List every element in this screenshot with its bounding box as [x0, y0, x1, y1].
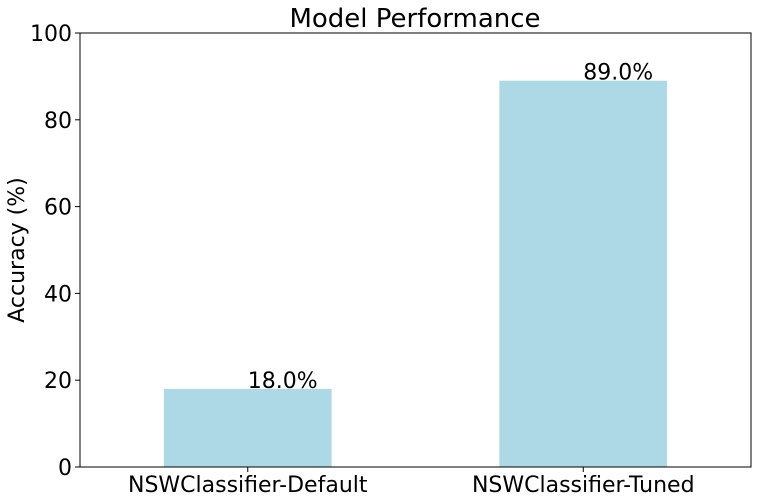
x-tick-label: NSWClassifier-Tuned: [472, 473, 695, 498]
y-tick-label: 80: [44, 109, 72, 134]
y-tick-label: 0: [58, 456, 72, 481]
y-tick-label: 100: [30, 22, 72, 47]
data-labels-group: 18.0% 89.0%: [248, 61, 653, 394]
bar-nswclassifier-default: [163, 388, 332, 467]
plot-area-frame: [79, 32, 752, 468]
y-axis-label: Accuracy (%): [5, 177, 30, 323]
y-tick-label: 40: [44, 282, 72, 307]
data-label: 89.0%: [583, 61, 653, 86]
y-tick-label: 60: [44, 196, 72, 221]
bar-nswclassifier-tuned: [499, 80, 668, 468]
data-label: 18.0%: [248, 369, 318, 394]
axis-ticks-group: NSWClassifier-Default NSWClassifier-Tuned…: [30, 22, 695, 498]
y-tick-label: 20: [44, 369, 72, 394]
chart-title: Model Performance: [289, 4, 540, 34]
x-tick-label: NSWClassifier-Default: [128, 473, 368, 498]
bars-group: [163, 80, 668, 468]
